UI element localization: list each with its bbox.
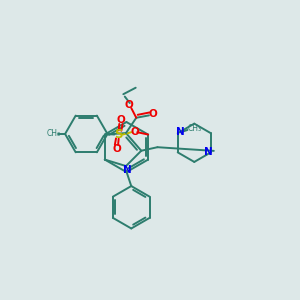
Text: CH₃: CH₃ xyxy=(46,130,60,139)
Text: O: O xyxy=(131,127,140,136)
Text: N: N xyxy=(203,147,212,158)
Text: S: S xyxy=(114,128,123,141)
Text: O: O xyxy=(112,144,121,154)
Text: O: O xyxy=(148,109,157,119)
Text: N: N xyxy=(176,127,185,137)
Text: N: N xyxy=(123,165,131,175)
Text: O: O xyxy=(125,100,134,110)
Text: O: O xyxy=(116,116,125,125)
Text: CH₃: CH₃ xyxy=(188,124,202,133)
